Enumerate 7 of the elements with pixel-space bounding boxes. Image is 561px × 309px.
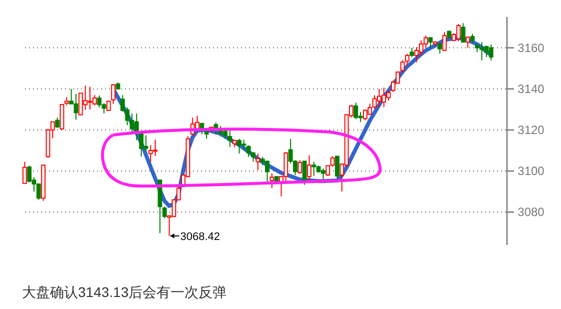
y-tick-label: 3140 [518, 82, 545, 96]
annotation: 3068.42 [180, 230, 220, 243]
y-tick-label: 3100 [518, 164, 545, 178]
y-tick-label: 3160 [518, 40, 545, 55]
y-tick-label: 3120 [518, 122, 545, 137]
y-tick-label: 3080 [518, 205, 545, 220]
text: 大盘确认3143.13后会有一次反弹 [22, 284, 227, 300]
